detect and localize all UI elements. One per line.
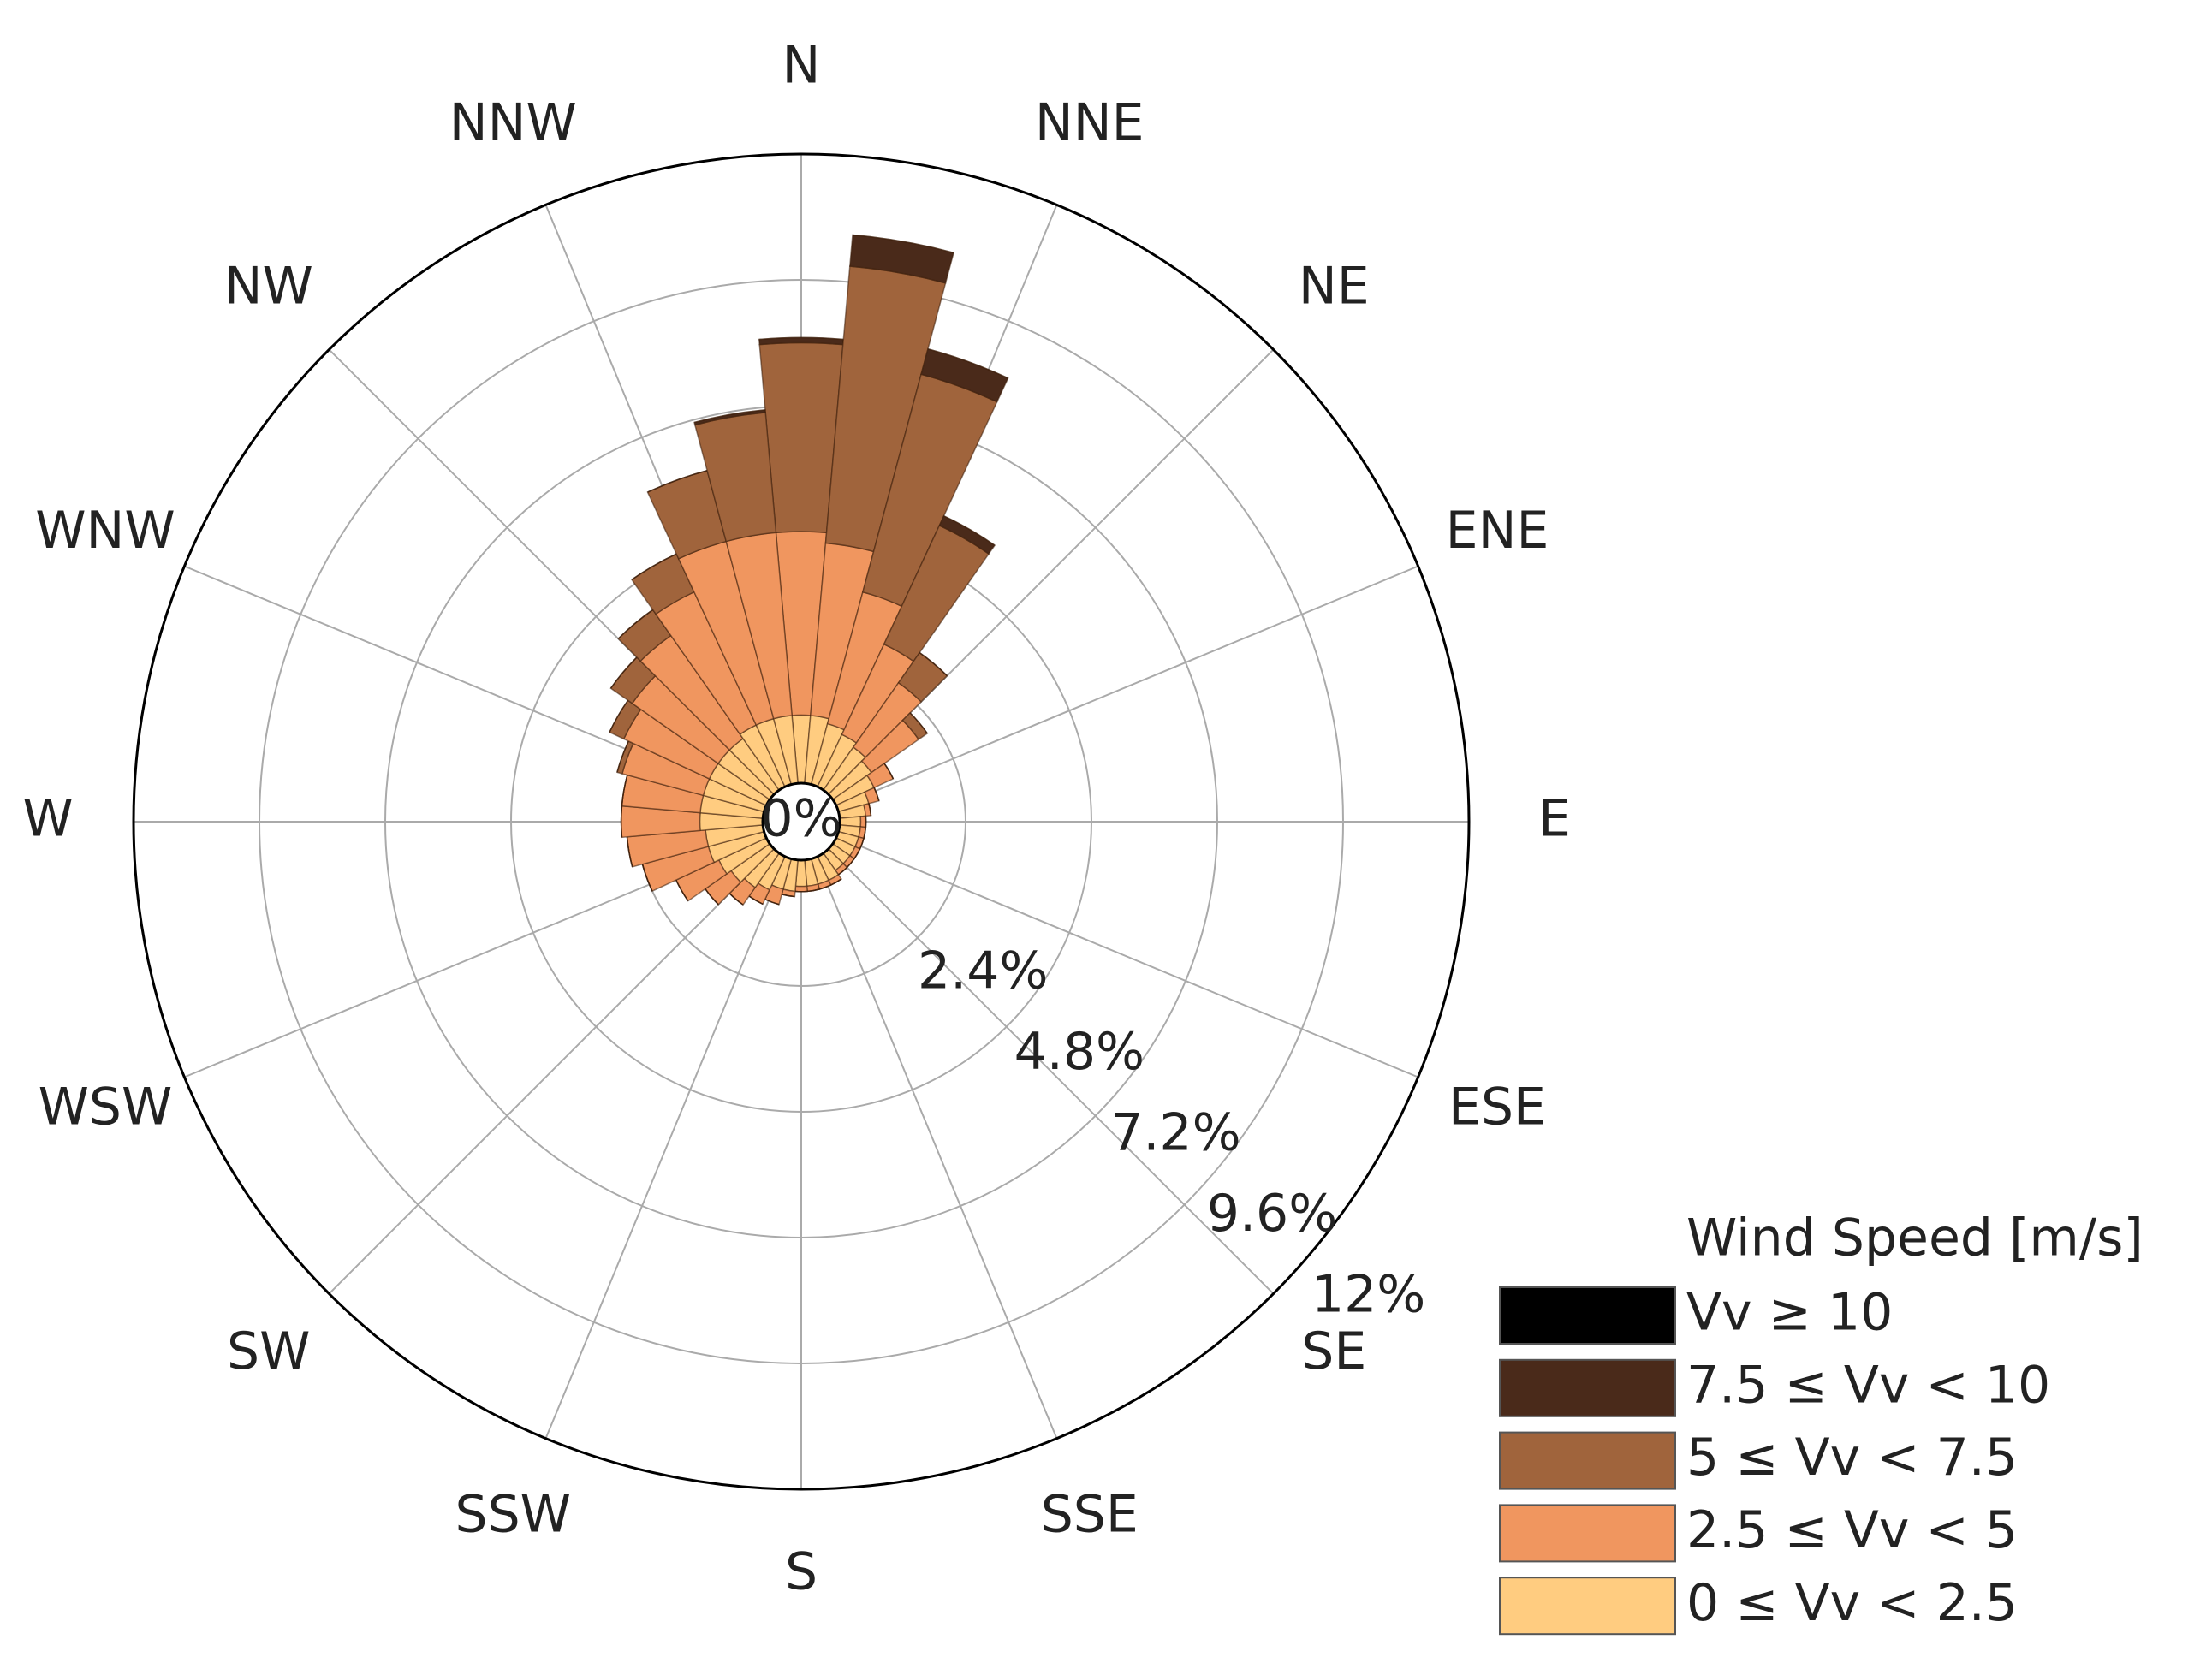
direction-label: ESE bbox=[1448, 1077, 1546, 1137]
direction-label: SSW bbox=[455, 1485, 571, 1545]
direction-label: SE bbox=[1301, 1321, 1366, 1381]
direction-label: NNE bbox=[1035, 93, 1145, 153]
grid-ring bbox=[259, 279, 1344, 1364]
spoke bbox=[544, 857, 788, 1440]
spoke bbox=[328, 848, 775, 1295]
legend-title: Wind Speed [m/s] bbox=[1686, 1209, 2144, 1268]
wind-segment bbox=[919, 651, 948, 677]
wind-segment bbox=[927, 348, 1008, 379]
direction-label: SSE bbox=[1041, 1485, 1139, 1545]
wind-segment bbox=[909, 712, 928, 734]
r-tick-label: 4.8% bbox=[1014, 1022, 1145, 1082]
r-tick-label: 0% bbox=[760, 789, 841, 849]
legend-swatch bbox=[1499, 1286, 1676, 1345]
direction-label: E bbox=[1538, 789, 1571, 849]
direction-label: NE bbox=[1299, 256, 1370, 316]
r-tick-label: 9.6% bbox=[1207, 1184, 1337, 1244]
direction-label: S bbox=[785, 1542, 818, 1602]
wind-segment bbox=[693, 409, 765, 424]
wind-segment bbox=[794, 885, 808, 893]
r-tick-label: 12% bbox=[1311, 1265, 1425, 1325]
direction-label: ENE bbox=[1446, 501, 1549, 561]
legend-swatch bbox=[1499, 1577, 1676, 1636]
direction-label: W bbox=[22, 789, 73, 849]
r-tick-label: 7.2% bbox=[1110, 1103, 1240, 1163]
legend-label: 5 ≤ Vv < 7.5 bbox=[1686, 1428, 2018, 1488]
spoke bbox=[836, 835, 1419, 1078]
wind-segment bbox=[943, 515, 996, 546]
legend-swatch bbox=[1499, 1504, 1676, 1563]
wind-segment bbox=[859, 815, 867, 828]
legend-label: 7.5 ≤ Vv < 10 bbox=[1686, 1355, 2050, 1415]
legend-label: 0 ≤ Vv < 2.5 bbox=[1686, 1573, 2018, 1633]
spoke bbox=[815, 857, 1058, 1440]
direction-label: WSW bbox=[39, 1077, 173, 1137]
direction-label: SW bbox=[227, 1321, 310, 1381]
direction-label: N bbox=[782, 36, 821, 96]
legend-swatch bbox=[1499, 1358, 1676, 1417]
r-tick-label: 2.4% bbox=[918, 941, 1048, 1001]
grid-ring bbox=[132, 152, 1471, 1491]
legend-swatch bbox=[1499, 1431, 1676, 1490]
spoke bbox=[836, 565, 1419, 808]
direction-label: WNW bbox=[35, 501, 175, 561]
legend-label: 2.5 ≤ Vv < 5 bbox=[1686, 1500, 2018, 1560]
direction-label: NNW bbox=[449, 93, 577, 153]
center-hole bbox=[761, 781, 841, 862]
legend-label: Vv ≥ 10 bbox=[1686, 1283, 1893, 1343]
spoke bbox=[828, 848, 1275, 1295]
direction-label: NW bbox=[224, 256, 313, 316]
wind-segment bbox=[620, 805, 623, 838]
